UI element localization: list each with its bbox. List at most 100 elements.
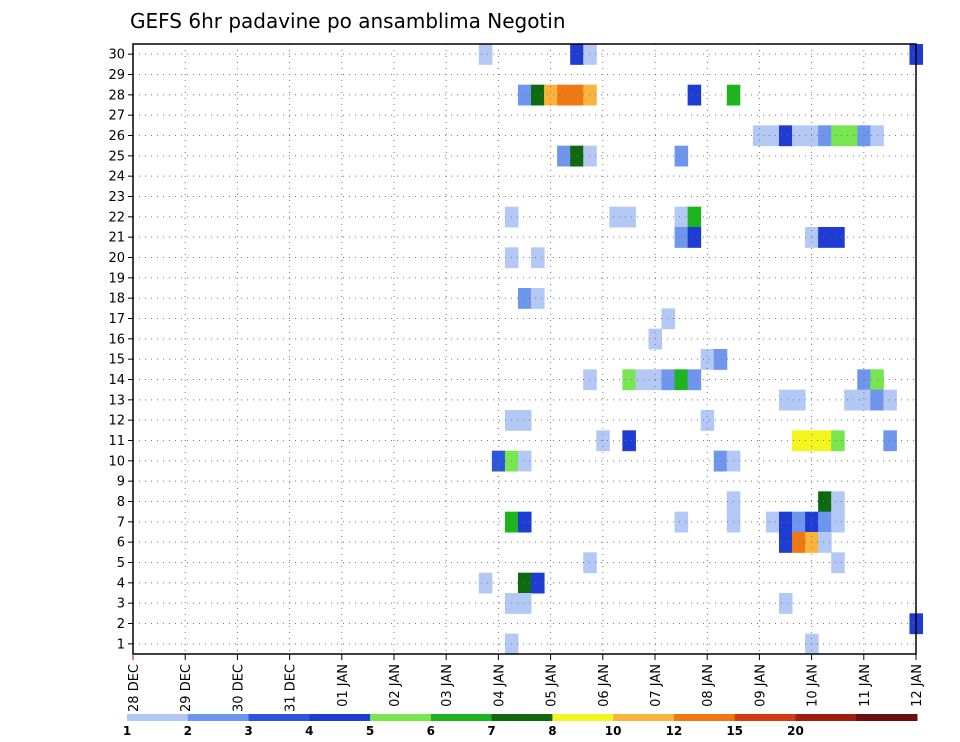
heatmap-cell xyxy=(883,389,897,411)
legend-label: 4 xyxy=(305,724,313,738)
y-tick-label: 24 xyxy=(108,170,125,185)
legend-label: 5 xyxy=(366,724,374,738)
heatmap-cell xyxy=(792,511,806,533)
y-tick-label: 9 xyxy=(117,475,125,490)
legend-swatch xyxy=(856,714,918,721)
y-tick-label: 4 xyxy=(117,576,125,591)
y-tick-label: 17 xyxy=(108,312,125,327)
heatmap-cell xyxy=(570,145,584,167)
y-tick-label: 8 xyxy=(117,495,125,510)
heatmap-cell xyxy=(713,450,728,472)
heatmap-cell xyxy=(531,84,545,106)
heatmap-cell xyxy=(752,125,767,147)
heatmap-cell xyxy=(531,247,545,269)
heatmap-cell xyxy=(857,369,871,391)
legend-label: 6 xyxy=(427,724,435,738)
legend-label: 12 xyxy=(666,724,683,738)
x-tick-label: 01 JAN xyxy=(336,664,351,707)
heatmap-cell xyxy=(517,450,532,472)
heatmap-cell xyxy=(700,349,715,370)
heatmap-cell xyxy=(792,430,806,452)
heatmap-cell xyxy=(818,491,832,513)
y-tick-label: 21 xyxy=(108,231,125,246)
heatmap-cell xyxy=(713,349,728,370)
heatmap-cell xyxy=(687,227,702,248)
heatmap-cell xyxy=(609,206,623,228)
legend-swatch xyxy=(309,714,371,721)
y-tick-label: 26 xyxy=(108,129,125,144)
y-tick-label: 29 xyxy=(108,68,125,83)
heatmap-cell xyxy=(687,369,702,391)
heatmap-cell xyxy=(778,389,793,411)
heatmap-cell xyxy=(635,369,649,391)
heatmap-cell xyxy=(857,389,871,411)
legend-swatch xyxy=(734,714,796,721)
heatmap-cell xyxy=(517,511,532,533)
heatmap-cell xyxy=(778,511,793,533)
y-tick-label: 27 xyxy=(108,109,125,124)
y-tick-label: 23 xyxy=(108,190,125,205)
y-axis: 1234567891011121314151617181920212223242… xyxy=(108,48,133,652)
heatmap-cell xyxy=(831,552,845,574)
legend-label: 2 xyxy=(184,724,192,738)
heatmap-cell xyxy=(818,532,832,553)
heatmap-cell xyxy=(544,84,558,106)
x-tick-label: 04 JAN xyxy=(492,664,507,707)
heatmap-cell xyxy=(818,430,832,452)
legend-swatch xyxy=(552,714,614,721)
y-tick-label: 7 xyxy=(117,515,125,530)
heatmap-cell xyxy=(778,532,793,553)
heatmap-cell xyxy=(883,430,897,452)
heatmap-cell xyxy=(674,369,689,391)
heatmap-cell xyxy=(517,84,532,106)
y-tick-label: 13 xyxy=(108,393,125,408)
heatmap-cell xyxy=(765,511,780,533)
x-tick-label: 06 JAN xyxy=(597,664,612,707)
x-tick-label: 05 JAN xyxy=(545,664,560,707)
heatmap-cell xyxy=(491,450,506,472)
x-tick-label: 09 JAN xyxy=(753,664,768,707)
heatmap-cell xyxy=(517,410,532,431)
heatmap-cell xyxy=(818,125,832,147)
heatmap-cell xyxy=(687,84,702,106)
heatmap-cell xyxy=(792,389,806,411)
y-tick-label: 15 xyxy=(108,353,125,368)
heatmap-cell xyxy=(831,227,845,248)
y-tick-label: 22 xyxy=(108,210,125,225)
x-tick-label: 31 DEC xyxy=(284,664,299,712)
y-tick-label: 20 xyxy=(108,251,125,266)
heatmap-cell xyxy=(700,410,715,431)
heatmap-cell xyxy=(831,491,845,513)
heatmap-cell xyxy=(531,572,545,594)
y-tick-label: 10 xyxy=(108,454,125,469)
heatmap-cell xyxy=(674,206,689,228)
legend-label: 7 xyxy=(487,724,495,738)
heatmap-cell xyxy=(661,369,676,391)
legend-label: 10 xyxy=(605,724,622,738)
y-tick-label: 2 xyxy=(117,617,125,632)
heatmap-cell xyxy=(570,84,584,106)
heatmap-cell xyxy=(517,572,532,594)
heatmap-cell xyxy=(674,145,689,167)
x-tick-label: 03 JAN xyxy=(440,664,455,707)
heatmap-cells xyxy=(478,44,924,655)
heatmap-cell xyxy=(622,369,636,391)
heatmap-cell xyxy=(831,125,845,147)
legend-label: 1 xyxy=(123,724,131,738)
x-tick-label: 02 JAN xyxy=(388,664,403,707)
color-legend: 1 2 3 4 5 6 7 8 10 12 15 20 xyxy=(123,714,918,738)
heatmap-cell xyxy=(818,511,832,533)
heatmap-cell xyxy=(778,593,793,614)
x-tick-label: 12 JAN xyxy=(910,664,925,707)
heatmap-cell xyxy=(778,125,793,147)
y-tick-label: 5 xyxy=(117,556,125,571)
y-tick-label: 6 xyxy=(117,536,125,551)
heatmap-cell xyxy=(844,389,858,411)
legend-swatch xyxy=(491,714,553,721)
y-tick-label: 12 xyxy=(108,414,125,429)
x-tick-label: 10 JAN xyxy=(806,664,821,707)
legend-swatch xyxy=(430,714,493,721)
legend-label: 3 xyxy=(244,724,252,738)
heatmap-cell xyxy=(517,288,532,309)
heatmap-cell xyxy=(857,125,871,147)
